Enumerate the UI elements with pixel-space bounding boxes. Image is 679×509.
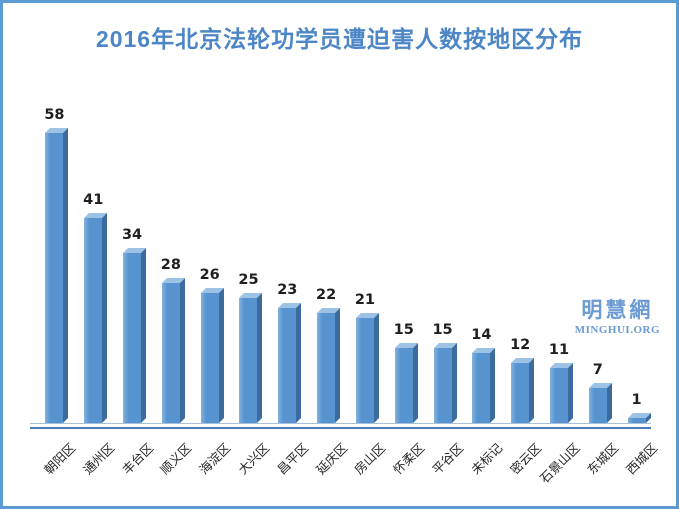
bar: 21 bbox=[355, 292, 375, 423]
bar: 28 bbox=[161, 257, 181, 423]
bar-column: 21 bbox=[341, 133, 380, 423]
bar-value-label: 15 bbox=[393, 322, 414, 338]
bar-value-label: 14 bbox=[471, 327, 492, 343]
bar: 26 bbox=[200, 267, 220, 423]
bar: 34 bbox=[122, 227, 142, 423]
category-column: 丰台区 bbox=[108, 429, 155, 499]
bar-value-label: 34 bbox=[121, 227, 143, 243]
bar-column: 41 bbox=[69, 133, 108, 423]
bar-value-label: 23 bbox=[277, 282, 298, 298]
category-column: 怀柔区 bbox=[379, 429, 427, 499]
bar: 58 bbox=[44, 107, 65, 423]
x-axis-line bbox=[30, 423, 651, 429]
bar: 22 bbox=[316, 287, 336, 423]
bar-column: 22 bbox=[302, 133, 341, 423]
category-column: 延庆区 bbox=[302, 429, 349, 499]
bar-column: 11 bbox=[535, 133, 574, 423]
category-column: 西城区 bbox=[612, 429, 660, 499]
bar-column: 58 bbox=[30, 107, 69, 423]
category-axis: 朝阳区 通州区 丰台区 顺义区 海淀区 大兴区 昌平区 延庆区 房山区 怀柔区 平谷区 未标记 密云区石… bbox=[30, 429, 661, 499]
bar: 14 bbox=[471, 327, 491, 423]
bar-column: 28 bbox=[146, 133, 185, 423]
bar-column: 1 bbox=[612, 133, 651, 423]
bar-column: 15 bbox=[418, 133, 457, 423]
watermark-chinese-logo: 明慧網 bbox=[581, 299, 654, 322]
chart-title: 2016年北京法轮功学员遭迫害人数按地区分布 bbox=[95, 26, 584, 52]
bar-value-label: 7 bbox=[592, 362, 603, 378]
category-column: 未标记 bbox=[457, 429, 505, 499]
watermark-url-text: MINGHUI.ORG bbox=[574, 324, 660, 337]
category-column: 顺义区 bbox=[146, 429, 194, 499]
bar-value-label: 22 bbox=[316, 287, 337, 303]
bar-column: 14 bbox=[457, 133, 496, 423]
bar-value-label: 11 bbox=[548, 342, 570, 358]
category-column: 平谷区 bbox=[418, 429, 466, 499]
plot-area: 58 41 34 28 26 25 23 22 21 15 15 14 12 11 7 1 朝阳区 通州区 丰台区… bbox=[30, 107, 661, 499]
bar: 12 bbox=[510, 337, 530, 423]
minghui-watermark: 明慧網 MINGHUI.ORG bbox=[575, 299, 660, 336]
bar-value-label: 25 bbox=[238, 272, 259, 288]
bar-column: 12 bbox=[496, 133, 535, 423]
bar-column: 7 bbox=[573, 133, 612, 423]
bar-value-label: 15 bbox=[432, 322, 453, 338]
bar: 7 bbox=[588, 362, 607, 423]
bar: 15 bbox=[432, 322, 453, 423]
bar-column: 15 bbox=[379, 133, 418, 423]
bar-column: 34 bbox=[108, 133, 147, 423]
category-label: 西城区 bbox=[623, 440, 661, 478]
bar-value-label: 1 bbox=[631, 392, 642, 408]
bar-value-label: 12 bbox=[510, 337, 531, 353]
bar-value-label: 58 bbox=[44, 107, 65, 123]
category-column: 通州区 bbox=[69, 429, 117, 499]
bar-value-label: 41 bbox=[83, 192, 104, 208]
bar-column: 23 bbox=[263, 133, 302, 423]
category-column: 朝阳区 bbox=[30, 429, 78, 499]
category-column: 昌平区 bbox=[263, 429, 311, 499]
bar-value-label: 28 bbox=[160, 257, 181, 273]
category-column: 大兴区 bbox=[224, 429, 272, 499]
bar-value-label: 21 bbox=[354, 292, 375, 308]
bar: 11 bbox=[549, 342, 569, 423]
bar: 1 bbox=[627, 392, 646, 423]
bars-container: 58 41 34 28 26 25 23 22 21 15 15 14 12 11 7 1 bbox=[30, 107, 651, 423]
bar-value-label: 26 bbox=[199, 267, 220, 283]
category-column: 海淀区 bbox=[185, 429, 233, 499]
category-column: 密云区 bbox=[496, 429, 543, 499]
category-column: 房山区 bbox=[341, 429, 388, 499]
category-column: 东城区 bbox=[573, 429, 621, 499]
bar-column: 25 bbox=[224, 133, 263, 423]
bar: 25 bbox=[238, 272, 259, 423]
bar: 15 bbox=[394, 322, 414, 423]
category-column: 石景山区 bbox=[535, 429, 582, 499]
bar: 41 bbox=[83, 192, 103, 423]
bar: 23 bbox=[277, 282, 297, 423]
bar-column: 26 bbox=[185, 133, 224, 423]
